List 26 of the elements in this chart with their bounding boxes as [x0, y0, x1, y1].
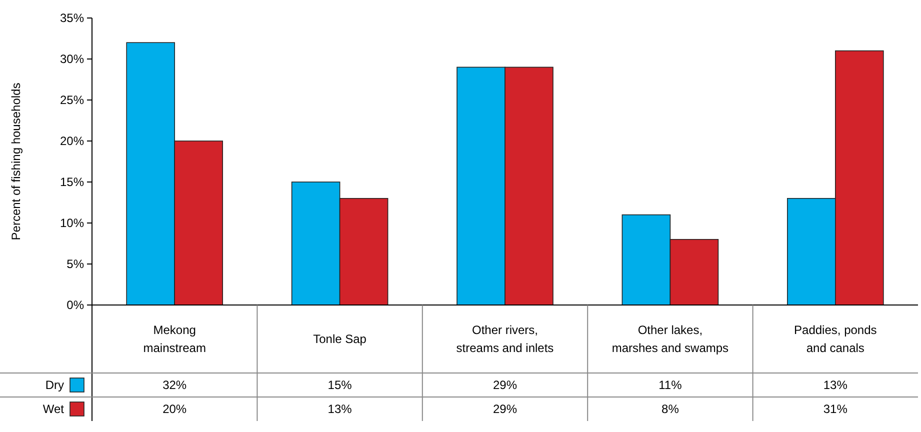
data-label: 29%	[492, 378, 518, 392]
x-tick-label: Paddies, ponds and canals	[794, 323, 877, 356]
x-tick-label: Other rivers, streams and inlets	[456, 323, 554, 356]
data-label: 20%	[162, 402, 187, 416]
data-label: 29%	[492, 402, 518, 416]
data-label: 11%	[658, 378, 682, 392]
y-tick-label: 35%	[60, 11, 84, 26]
legend-label: Wet	[42, 402, 65, 416]
data-label: 8%	[662, 402, 680, 416]
x-tick-label: Mekong mainstream	[143, 323, 206, 356]
y-axis-title: Percent of fishing households	[9, 82, 23, 240]
y-tick-label: 0%	[66, 298, 84, 312]
x-tick-label: Tonle Sap	[313, 332, 367, 346]
data-label: 13%	[328, 402, 352, 416]
y-tick-label: 25%	[60, 93, 84, 108]
y-tick-label: 30%	[60, 52, 84, 66]
y-tick-label: 10%	[60, 216, 84, 230]
data-label: 32%	[162, 378, 187, 392]
y-tick-label: 20%	[60, 134, 84, 148]
legend-label: Dry	[45, 378, 64, 392]
data-label: 15%	[328, 378, 352, 392]
y-tick-label: 5%	[66, 257, 84, 272]
data-label: 31%	[823, 402, 848, 416]
data-label: 13%	[823, 378, 848, 392]
x-tick-label: Other lakes, marshes and swamps	[612, 323, 729, 356]
y-tick-label: 15%	[60, 175, 84, 190]
